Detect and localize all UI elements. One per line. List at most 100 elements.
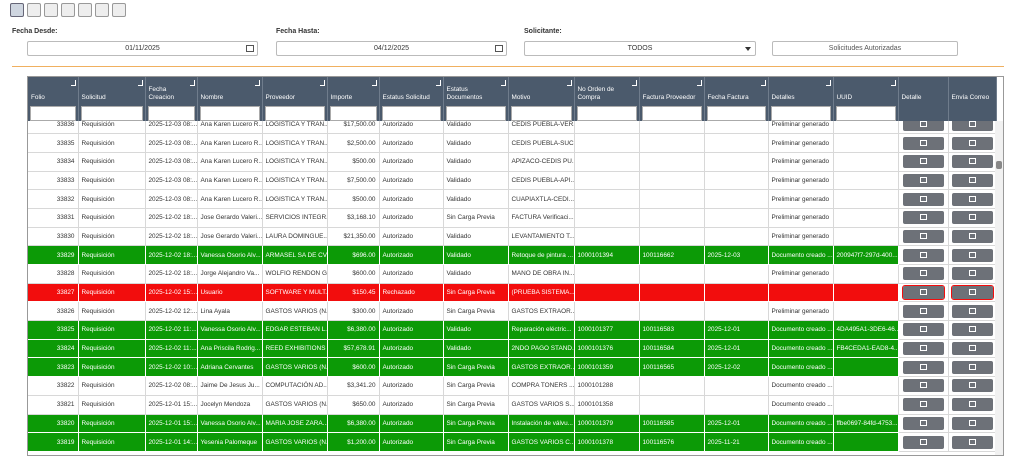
row[interactable]: 33824 Requisición 2025-12-02 11:... Ana Pri…	[28, 339, 996, 359]
email-button[interactable]	[951, 136, 993, 150]
row[interactable]: 33829 Requisición 2025-12-02 18:... Vanessa…	[28, 245, 996, 265]
email-button[interactable]	[951, 173, 993, 187]
column-header[interactable]: Factura Proveedor	[639, 77, 705, 104]
search-button[interactable]	[10, 3, 24, 17]
email-button[interactable]	[951, 121, 993, 131]
email-button[interactable]	[951, 398, 993, 412]
refresh-button[interactable]	[112, 3, 126, 17]
detail-button[interactable]	[901, 285, 945, 301]
row[interactable]: 33828 Requisición 2025-12-02 18:... Jorge A…	[28, 264, 996, 284]
email-button[interactable]	[951, 342, 993, 356]
email-button[interactable]	[951, 267, 993, 281]
menu-icon[interactable]	[435, 80, 441, 86]
filter-input[interactable]	[770, 106, 831, 121]
column-header[interactable]: Detalles	[768, 77, 834, 104]
menu-icon[interactable]	[137, 80, 143, 86]
detail-button[interactable]	[902, 248, 944, 262]
column-header[interactable]: Importe	[327, 77, 380, 104]
new-button[interactable]	[27, 3, 41, 17]
email-button[interactable]	[951, 360, 993, 374]
row[interactable]: 33820 Requisición 2025-12-01 15:... Vanessa…	[28, 414, 996, 434]
row[interactable]: 33823 Requisición 2025-12-02 10:... Adriana…	[28, 357, 996, 378]
column-header[interactable]: Proveedor	[262, 77, 328, 104]
email-button[interactable]	[950, 285, 994, 301]
column-header[interactable]: Motivo	[508, 77, 575, 104]
row[interactable]: 33836 Requisición 2025-12-03 08:... Ana Kar…	[28, 121, 996, 135]
column-header[interactable]: Solicitud	[78, 77, 146, 104]
filter-input[interactable]	[576, 106, 637, 121]
detail-button[interactable]	[902, 342, 944, 356]
column-header[interactable]: Fecha Creacion	[145, 77, 198, 104]
scroll-thumb[interactable]	[996, 161, 1002, 169]
menu-icon[interactable]	[631, 80, 637, 86]
detail-button[interactable]	[902, 229, 944, 243]
row[interactable]: 33834 Requisición 2025-12-03 08:... Ana Kar…	[28, 152, 996, 172]
detail-button[interactable]	[902, 379, 944, 393]
menu-icon[interactable]	[70, 80, 76, 86]
print-button[interactable]	[78, 3, 92, 17]
column-header[interactable]: Fecha Factura	[704, 77, 769, 104]
row[interactable]: 33830 Requisición 2025-12-02 18:... Jose Ge…	[28, 227, 996, 247]
row[interactable]: 33819 Requisición 2025-12-01 14:... Yesenia…	[28, 432, 996, 452]
menu-icon[interactable]	[696, 80, 702, 86]
filter-input[interactable]	[30, 106, 76, 121]
detail-button[interactable]	[902, 155, 944, 169]
email-button[interactable]	[951, 304, 993, 318]
email-button[interactable]	[951, 155, 993, 169]
calendar-icon[interactable]	[246, 45, 254, 52]
filter-input[interactable]	[445, 106, 506, 121]
column-header[interactable]: UUID	[833, 77, 899, 104]
menu-icon[interactable]	[566, 80, 572, 86]
download-button[interactable]	[61, 3, 75, 17]
detail-button[interactable]	[902, 173, 944, 187]
menu-icon[interactable]	[825, 80, 831, 86]
row[interactable]: 33825 Requisición 2025-12-02 11:... Vanessa…	[28, 320, 996, 340]
date-input[interactable]: 01/11/2025	[27, 41, 258, 56]
email-button[interactable]	[951, 229, 993, 243]
row[interactable]: 33826 Requisición 2025-12-02 12:... Lina Ay…	[28, 301, 996, 322]
authorized-button[interactable]: Solicitudes Autorizadas	[772, 41, 958, 56]
menu-icon[interactable]	[500, 80, 506, 86]
scrollbar[interactable]	[995, 121, 1003, 455]
email-button[interactable]	[951, 416, 993, 430]
window-button[interactable]	[95, 3, 109, 17]
filter-input[interactable]	[80, 106, 143, 121]
menu-icon[interactable]	[189, 80, 195, 86]
calendar-icon[interactable]	[495, 45, 503, 52]
detail-button[interactable]	[902, 121, 944, 131]
filter-input[interactable]	[381, 106, 441, 121]
row[interactable]: 33831 Requisición 2025-12-02 18:... Jose Ge…	[28, 208, 996, 228]
column-header[interactable]: Estatus Documentos	[443, 77, 509, 104]
column-header[interactable]: Folio	[28, 77, 79, 104]
column-header[interactable]: No Orden de Compra	[574, 77, 640, 104]
row[interactable]: 33832 Requisición 2025-12-03 08:... Ana Kar…	[28, 189, 996, 209]
row[interactable]: 33821 Requisición 2025-12-01 15:... Jocelyn…	[28, 395, 996, 415]
filter-input[interactable]	[835, 106, 896, 121]
menu-icon[interactable]	[319, 80, 325, 86]
filter-input[interactable]	[199, 106, 260, 121]
detail-button[interactable]	[902, 136, 944, 150]
filter-input[interactable]	[510, 106, 572, 121]
row[interactable]: 33833 Requisición 2025-12-03 08:... Ana Kar…	[28, 171, 996, 191]
detail-button[interactable]	[902, 211, 944, 225]
email-button[interactable]	[951, 379, 993, 393]
column-header[interactable]: Nombre	[197, 77, 263, 104]
email-button[interactable]	[951, 211, 993, 225]
column-header[interactable]: Envía Correo	[948, 77, 997, 104]
select[interactable]: TODOS	[524, 41, 756, 56]
row[interactable]: 33827 Requisición 2025-12-02 15:... Usuario…	[28, 283, 996, 303]
filter-input[interactable]	[329, 106, 377, 121]
email-button[interactable]	[951, 435, 993, 449]
menu-icon[interactable]	[371, 80, 377, 86]
filter-input[interactable]	[641, 106, 702, 121]
menu-icon[interactable]	[760, 80, 766, 86]
date-input[interactable]: 04/12/2025	[276, 41, 507, 56]
filter-input[interactable]	[147, 106, 195, 121]
detail-button[interactable]	[902, 416, 944, 430]
detail-button[interactable]	[902, 267, 944, 281]
email-button[interactable]	[951, 323, 993, 337]
detail-button[interactable]	[902, 398, 944, 412]
menu-icon[interactable]	[890, 80, 896, 86]
email-button[interactable]	[951, 248, 993, 262]
detail-button[interactable]	[902, 435, 944, 449]
